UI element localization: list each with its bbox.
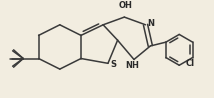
Text: S: S [111,60,117,69]
Text: OH: OH [118,1,132,10]
Text: N: N [147,19,154,28]
Text: NH: NH [125,61,139,70]
Text: Cl: Cl [186,59,195,68]
